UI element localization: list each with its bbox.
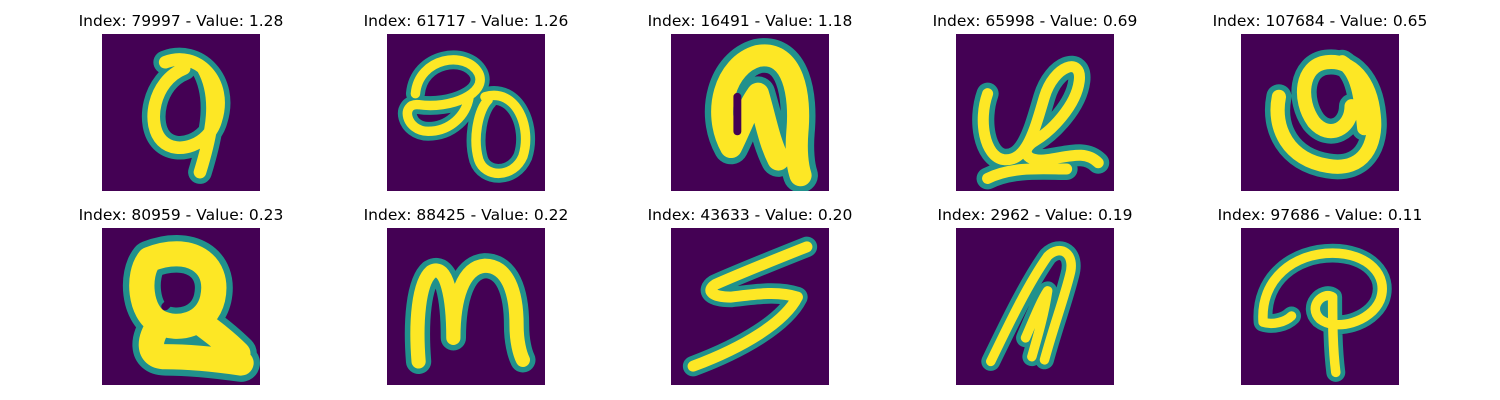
glyph-stroke <box>398 50 536 183</box>
handwritten-glyph-image <box>671 228 829 385</box>
handwritten-glyph-image <box>1241 228 1399 385</box>
handwritten-glyph-image <box>102 228 260 385</box>
glyph-stroke <box>682 236 818 377</box>
panel-title: Index: 107684 - Value: 0.65 <box>1212 12 1428 30</box>
handwritten-glyph-image <box>956 228 1114 385</box>
glyph-stroke <box>404 253 536 375</box>
glyph-stroke <box>1265 49 1387 180</box>
handwritten-glyph-image <box>387 228 545 385</box>
panel-title: Index: 88425 - Value: 0.22 <box>363 206 569 224</box>
panel-title: Index: 80959 - Value: 0.23 <box>78 206 284 224</box>
handwritten-glyph-image <box>956 34 1114 191</box>
panel-title: Index: 2962 - Value: 0.19 <box>937 206 1133 224</box>
panel-title: Index: 65998 - Value: 0.69 <box>932 12 1138 30</box>
panel-title: Index: 97686 - Value: 0.11 <box>1217 206 1423 224</box>
panel-title: Index: 61717 - Value: 1.26 <box>363 12 569 30</box>
glyph-stroke <box>981 241 1081 371</box>
panel-title: Index: 16491 - Value: 1.18 <box>647 12 853 30</box>
glyph-hole <box>161 286 185 311</box>
glyph-stroke <box>704 38 818 191</box>
handwritten-glyph-image <box>671 34 829 191</box>
panel-title: Index: 43633 - Value: 0.20 <box>647 206 853 224</box>
handwritten-glyph-image <box>1241 34 1399 191</box>
glyph-stroke <box>1253 243 1392 382</box>
panel-title: Index: 79997 - Value: 1.28 <box>78 12 284 30</box>
handwritten-glyph-image <box>387 34 545 191</box>
glyph-stroke <box>122 235 260 382</box>
glyph-stroke <box>972 55 1110 190</box>
handwritten-glyph-image <box>102 34 260 191</box>
glyph-stroke <box>141 47 231 184</box>
